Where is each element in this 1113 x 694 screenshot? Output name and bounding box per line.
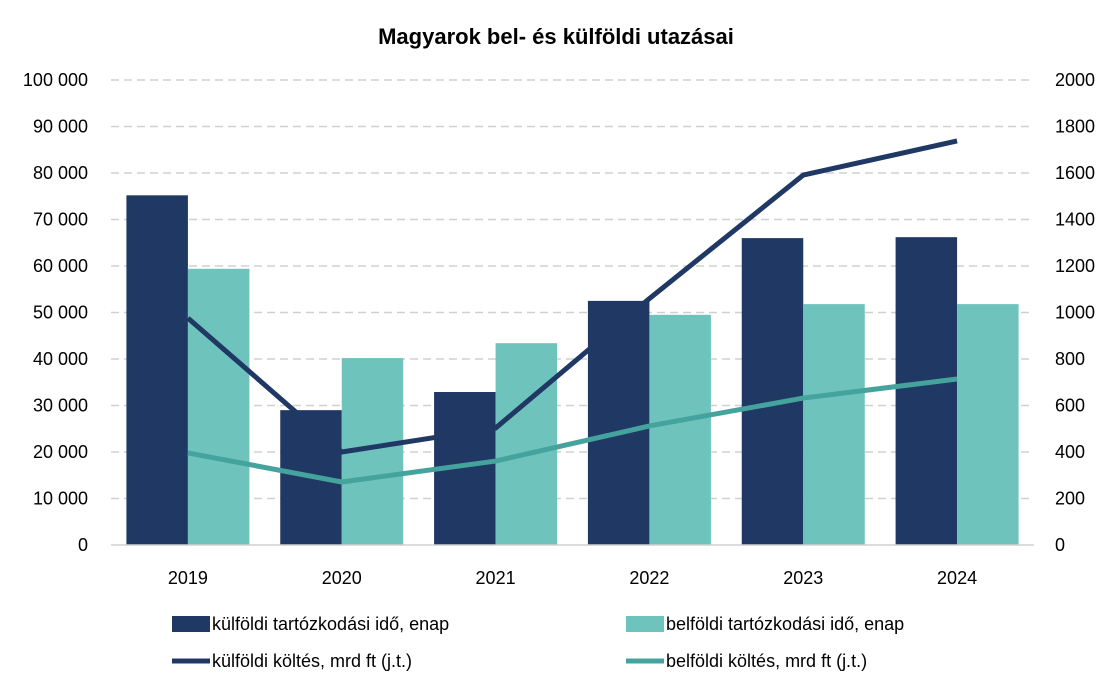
left-tick-label: 50 000: [33, 303, 88, 323]
bar-foreign: [587, 300, 650, 545]
legend-label: külföldi költés, mrd ft (j.t.): [212, 651, 412, 671]
chart-title: Magyarok bel- és külföldi utazásai: [378, 24, 734, 49]
left-tick-label: 90 000: [33, 117, 88, 137]
right-tick-label: 0: [1055, 535, 1065, 555]
bar-foreign: [895, 237, 958, 546]
legend-swatch: [626, 616, 664, 632]
line-foreign-spending: [186, 138, 958, 455]
right-tick-label: 800: [1055, 349, 1085, 369]
right-tick-label: 1200: [1055, 256, 1095, 276]
bar-domestic: [803, 304, 865, 545]
right-tick-label: 1600: [1055, 163, 1095, 183]
left-tick-label: 0: [78, 535, 88, 555]
legend-label: belföldi tartózkodási idő, enap: [666, 614, 904, 634]
left-tick-label: 100 000: [23, 70, 88, 90]
bar-domestic: [495, 343, 558, 545]
x-tick-label: 2021: [476, 568, 516, 588]
left-tick-label: 10 000: [33, 489, 88, 509]
bar-foreign: [741, 238, 804, 545]
x-tick-label: 2020: [322, 568, 362, 588]
line-domestic-spending: [187, 376, 958, 485]
left-tick-label: 30 000: [33, 396, 88, 416]
bar-foreign: [126, 195, 188, 545]
right-tick-label: 600: [1055, 396, 1085, 416]
left-tick-label: 70 000: [33, 210, 88, 230]
bar-domestic: [649, 314, 711, 545]
right-tick-label: 200: [1055, 489, 1085, 509]
right-tick-label: 400: [1055, 442, 1085, 462]
bar-domestic: [957, 304, 1019, 545]
right-tick-label: 1400: [1055, 210, 1095, 230]
left-tick-label: 80 000: [33, 163, 88, 183]
right-tick-label: 1000: [1055, 303, 1095, 323]
left-tick-label: 40 000: [33, 349, 88, 369]
legend-swatch: [172, 616, 210, 632]
left-tick-label: 20 000: [33, 442, 88, 462]
x-tick-label: 2019: [168, 568, 208, 588]
bar-domestic: [187, 268, 250, 545]
legend-label: külföldi tartózkodási idő, enap: [212, 614, 449, 634]
legend-label: belföldi költés, mrd ft (j.t.): [666, 651, 867, 671]
x-tick-label: 2022: [629, 568, 669, 588]
x-tick-label: 2024: [937, 568, 977, 588]
right-tick-label: 2000: [1055, 70, 1095, 90]
right-tick-label: 1800: [1055, 117, 1095, 137]
x-tick-label: 2023: [783, 568, 823, 588]
left-tick-label: 60 000: [33, 256, 88, 276]
